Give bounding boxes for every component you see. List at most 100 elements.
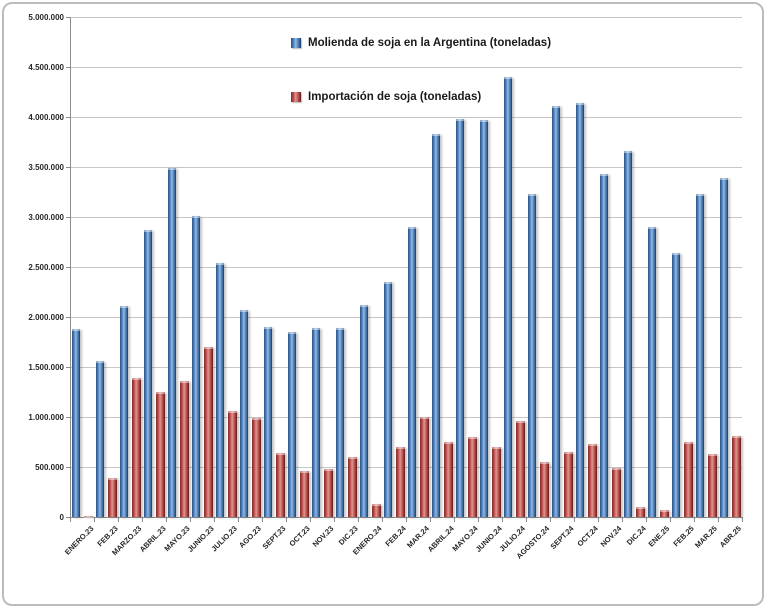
bar-molienda: [359, 305, 368, 517]
x-axis-tick: [406, 518, 407, 522]
bar-molienda: [479, 120, 488, 517]
bar-molienda: [431, 134, 440, 517]
x-axis-tick: [190, 518, 191, 522]
gridline: [70, 417, 742, 418]
bar-molienda: [695, 194, 704, 517]
bar-importacion: [108, 478, 117, 517]
x-axis-label: OCT.23: [287, 524, 312, 549]
bar-molienda: [527, 194, 536, 517]
x-axis-tick: [358, 518, 359, 522]
legend-swatch-importacion-icon: [291, 92, 301, 102]
y-axis-line: [70, 17, 71, 517]
bar-molienda: [335, 328, 344, 517]
y-axis-label: 3.000.000: [28, 212, 64, 222]
x-axis-tick: [166, 518, 167, 522]
x-axis-tick: [742, 518, 743, 522]
x-axis-tick: [310, 518, 311, 522]
x-axis-label: MAR.25: [693, 524, 720, 550]
y-axis-label: 500.000: [35, 462, 64, 472]
bar-importacion: [180, 381, 189, 517]
y-axis-label: 5.000.000: [28, 12, 64, 22]
bar-importacion: [612, 468, 621, 517]
x-axis-label: FEB.24: [383, 524, 408, 549]
x-axis-tick: [70, 518, 71, 522]
x-axis-label: SEPT.24: [548, 524, 576, 552]
y-axis-label: 4.000.000: [28, 112, 64, 122]
bar-molienda: [239, 310, 248, 517]
bar-molienda: [623, 151, 632, 517]
x-axis-tick: [694, 518, 695, 522]
y-axis-label: 1.500.000: [28, 362, 64, 372]
gridline: [70, 367, 742, 368]
y-axis-tick: [66, 217, 70, 218]
x-axis-tick: [262, 518, 263, 522]
bar-importacion: [636, 507, 645, 517]
y-axis-label: 3.500.000: [28, 162, 64, 172]
gridline: [70, 17, 742, 18]
bar-importacion: [468, 437, 477, 517]
y-axis-label: 2.500.000: [28, 262, 64, 272]
bar-importacion: [324, 469, 333, 517]
bar-molienda: [407, 227, 416, 517]
x-axis-tick: [118, 518, 119, 522]
bar-molienda: [167, 168, 176, 517]
gridline: [70, 217, 742, 218]
y-axis-tick: [66, 367, 70, 368]
y-axis-tick: [66, 317, 70, 318]
bar-molienda: [503, 77, 512, 517]
bar-molienda: [671, 253, 680, 517]
x-axis-tick: [646, 518, 647, 522]
bar-molienda: [143, 230, 152, 517]
gridline: [70, 317, 742, 318]
x-axis-label: NOV.23: [310, 524, 336, 549]
y-axis-tick: [66, 67, 70, 68]
y-axis-tick: [66, 267, 70, 268]
bar-molienda: [551, 106, 560, 517]
legend-item-importacion: Importación de soja (toneladas): [291, 91, 481, 103]
bar-molienda: [383, 282, 392, 517]
x-axis-tick: [382, 518, 383, 522]
gridline: [70, 67, 742, 68]
bar-molienda: [719, 178, 728, 517]
x-axis-tick: [598, 518, 599, 522]
y-axis-tick: [66, 467, 70, 468]
x-axis-tick: [574, 518, 575, 522]
bar-importacion: [564, 452, 573, 517]
y-axis-tick: [66, 417, 70, 418]
bar-molienda: [191, 216, 200, 517]
x-axis-label: SEPT.23: [260, 524, 288, 552]
bar-importacion: [276, 453, 285, 517]
bar-importacion: [156, 392, 165, 517]
y-axis-tick: [66, 167, 70, 168]
gridline: [70, 117, 742, 118]
y-axis-tick: [66, 117, 70, 118]
x-axis-tick: [550, 518, 551, 522]
y-axis-tick: [66, 517, 70, 518]
legend-item-molienda: Molienda de soja en la Argentina (tonela…: [291, 37, 551, 49]
bar-importacion: [228, 411, 237, 517]
bar-molienda: [215, 263, 224, 517]
bar-importacion: [732, 436, 741, 517]
legend-label-importacion: Importación de soja (toneladas): [308, 91, 482, 103]
bar-importacion: [444, 442, 453, 517]
bar-molienda: [119, 306, 128, 517]
x-axis-label: NOV.24: [598, 524, 624, 549]
bar-importacion: [588, 444, 597, 517]
x-axis-label: ENERO.23: [62, 524, 96, 557]
x-axis-tick: [286, 518, 287, 522]
x-axis-tick: [670, 518, 671, 522]
bar-importacion: [84, 515, 93, 517]
legend-swatch-molienda-icon: [291, 38, 301, 48]
bar-molienda: [455, 119, 464, 517]
x-axis-label: ENE.25: [646, 524, 672, 549]
bar-importacion: [660, 510, 669, 517]
x-axis-label: FEB.25: [671, 524, 696, 549]
x-axis-label: OCT.24: [575, 524, 600, 549]
y-axis-label: 1.000.000: [28, 412, 64, 422]
bar-importacion: [300, 471, 309, 517]
bar-importacion: [396, 447, 405, 517]
x-axis-tick: [238, 518, 239, 522]
x-axis-tick: [214, 518, 215, 522]
x-axis-tick: [142, 518, 143, 522]
bar-importacion: [252, 418, 261, 517]
